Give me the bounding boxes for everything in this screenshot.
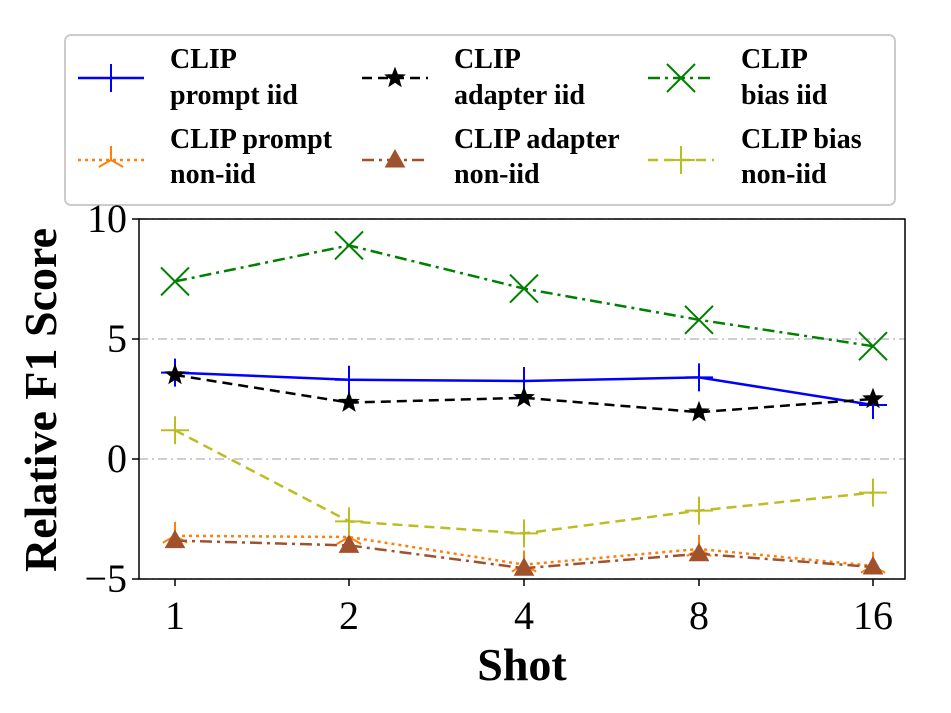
x-tick-label-1: 2 (339, 593, 359, 638)
series-line-5 (174, 429, 874, 535)
legend-item-2: CLIP bias iid (648, 44, 828, 111)
legend-label-5-line1: CLIP bias (741, 124, 862, 155)
y-axis: −5 0 5 10 (84, 196, 139, 601)
data-point-2-2 (509, 273, 539, 304)
data-point-5-0 (161, 416, 189, 445)
legend-label-3-line1: CLIP prompt (170, 124, 333, 155)
legend-label-1-line1: CLIP (454, 44, 521, 75)
legend: CLIP prompt iid CLIP adapter iid CLIP bias ii… (78, 44, 862, 190)
legend-marker-1 (384, 66, 406, 88)
data-point-2-1 (334, 230, 364, 261)
y-tick-label-2: 5 (107, 316, 127, 361)
legend-marker-4 (384, 148, 406, 168)
data-point-1-2 (513, 386, 535, 408)
series-2 (160, 230, 888, 361)
x-axis-title: Shot (477, 639, 567, 690)
data-point-5-3 (685, 496, 713, 525)
data-point-0-1 (335, 365, 363, 394)
data-point-5-1 (335, 507, 363, 536)
legend-item-3: CLIP prompt non-iid (78, 124, 333, 190)
legend-label-2-line1: CLIP (741, 44, 808, 75)
y-tick-label-0: −5 (84, 556, 127, 601)
data-point-4-0 (164, 529, 186, 549)
plot-frame (138, 218, 906, 580)
data-point-4-2 (513, 557, 535, 576)
legend-marker-0 (97, 64, 125, 92)
data-point-2-4 (858, 331, 888, 361)
legend-box (64, 34, 896, 206)
legend-marker-5 (667, 146, 695, 174)
legend-label-0-line2: prompt iid (170, 80, 298, 111)
data-point-5-4 (859, 478, 887, 507)
data-point-4-1 (338, 534, 360, 553)
legend-item-0: CLIP prompt iid (78, 44, 298, 111)
data-point-1-4 (862, 387, 884, 409)
x-tick-label-0: 1 (165, 593, 185, 638)
series-line-1 (174, 373, 874, 414)
series-1 (164, 363, 884, 422)
legend-marker-3 (98, 146, 124, 168)
legend-item-5: CLIP bias non-iid (648, 124, 862, 190)
data-point-1-0 (164, 363, 186, 385)
legend-label-4-line2: non-iid (454, 159, 540, 190)
legend-label-2-line2: bias iid (741, 80, 828, 111)
data-point-4-3 (688, 542, 710, 562)
legend-label-1-line2: adapter iid (454, 80, 585, 111)
x-tick-label-4: 16 (853, 593, 893, 638)
legend-label-4-line1: CLIP adapter (454, 124, 620, 155)
data-point-0-3 (685, 363, 713, 392)
y-tick-label-3: 10 (87, 196, 127, 241)
data-point-2-0 (160, 266, 190, 297)
legend-label-5-line2: non-iid (741, 159, 827, 190)
x-tick-label-2: 4 (514, 593, 534, 638)
legend-item-1: CLIP adapter iid (362, 44, 585, 111)
data-point-1-1 (338, 391, 360, 412)
series-line-2 (174, 244, 874, 348)
series-4 (164, 529, 884, 576)
data-point-5-2 (510, 519, 538, 548)
y-tick-label-1: 0 (107, 436, 127, 481)
series-group (160, 230, 888, 576)
x-axis: 1 2 4 8 16 (165, 579, 893, 638)
data-point-4-4 (862, 555, 884, 575)
y-axis-title: Relative F1 Score (15, 228, 66, 572)
data-point-1-3 (688, 400, 710, 422)
legend-item-4: CLIP adapter non-iid (362, 124, 620, 190)
data-point-2-3 (684, 305, 714, 335)
legend-label-3-line2: non-iid (170, 159, 256, 190)
legend-marker-2 (666, 63, 696, 93)
legend-label-0-line1: CLIP (170, 44, 237, 75)
series-5 (161, 416, 887, 548)
x-tick-label-3: 8 (689, 593, 709, 638)
